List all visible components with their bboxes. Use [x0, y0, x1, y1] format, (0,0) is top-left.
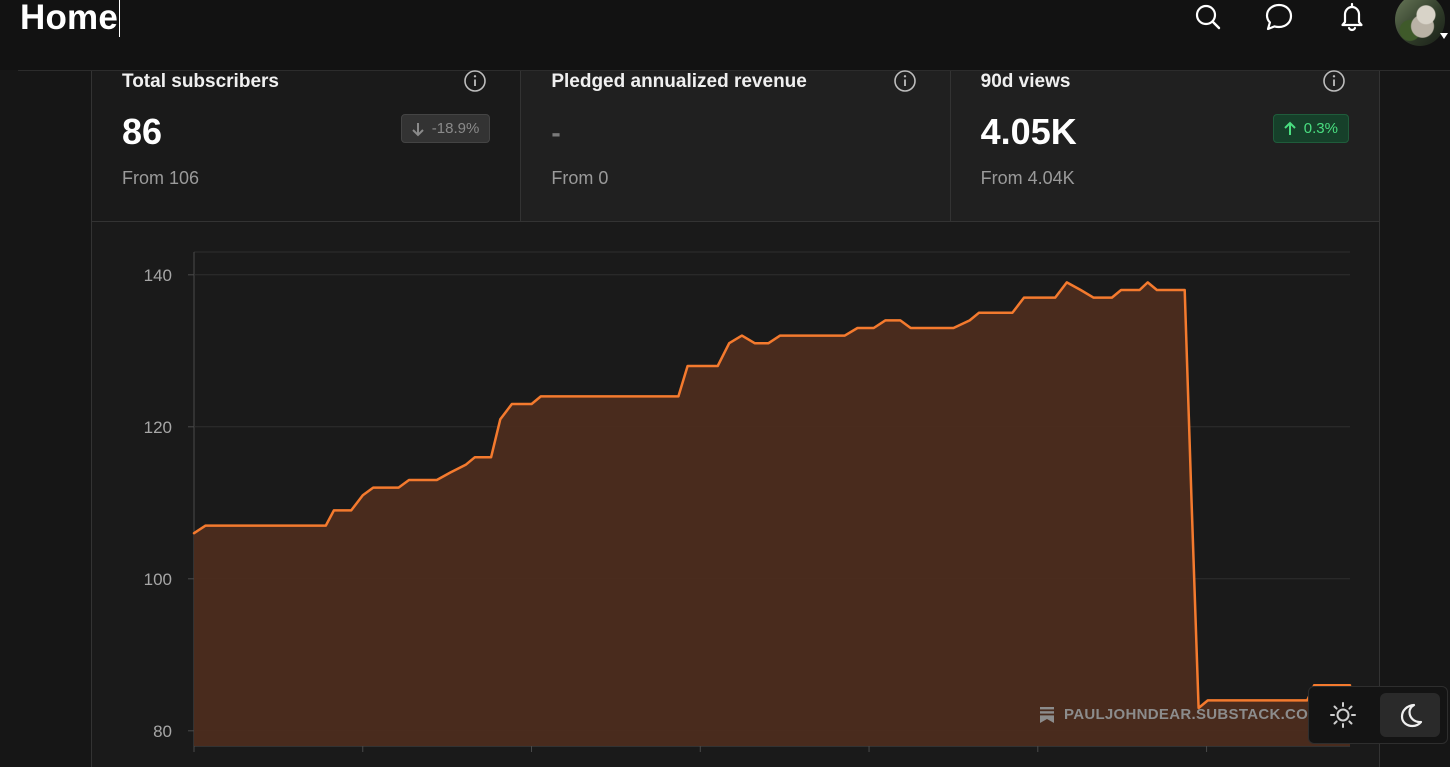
- subscribers-chart: 80 100 120 140: [144, 251, 1352, 752]
- change-text: 0.3%: [1303, 120, 1338, 137]
- y-tick-label: 100: [144, 570, 172, 589]
- chevron-down-icon[interactable]: [1440, 33, 1448, 39]
- info-icon[interactable]: [463, 69, 487, 93]
- bell-icon[interactable]: [1337, 2, 1367, 32]
- watermark-text: PAULJOHNDEAR.SUBSTACK.CO: [1064, 706, 1309, 723]
- stat-value: 86: [122, 111, 163, 152]
- header-divider: [18, 70, 1450, 71]
- page-title: Home: [20, 0, 121, 38]
- sun-icon: [1330, 702, 1356, 728]
- stat-from: From 4.04K: [980, 168, 1075, 188]
- stat-label: Pledged annualized revenue: [551, 71, 807, 92]
- stat-card-90d-views[interactable]: 90d views 4.05K 0.3% From 4.04K: [950, 69, 1380, 221]
- stat-from: From 106: [122, 168, 200, 188]
- info-icon[interactable]: [1322, 69, 1346, 93]
- arrow-up-icon: [1284, 121, 1296, 135]
- series-line: [192, 281, 1352, 710]
- series-area: [194, 282, 1350, 746]
- substack-logo-icon: [1040, 706, 1054, 723]
- chart-panel: 80 100 120 140: [91, 222, 1380, 767]
- stat-from: From 0: [551, 168, 609, 188]
- stat-value: -: [551, 117, 561, 148]
- change-badge: -18.9%: [400, 114, 491, 143]
- text-caret: [119, 0, 121, 37]
- light-mode-button[interactable]: [1313, 693, 1373, 737]
- search-icon[interactable]: [1193, 2, 1223, 32]
- moon-icon: [1400, 703, 1423, 728]
- arrow-down-icon: [412, 122, 424, 136]
- stat-card-pledged-revenue[interactable]: Pledged annualized revenue - From 0: [521, 69, 951, 221]
- change-text: -18.9%: [431, 120, 480, 137]
- y-tick-label: 80: [153, 722, 172, 741]
- y-tick-label: 120: [144, 418, 172, 437]
- avatar[interactable]: [1395, 0, 1445, 46]
- stat-label: 90d views: [980, 71, 1071, 92]
- theme-toggle: [1308, 686, 1448, 744]
- page-title-text: Home: [20, 0, 119, 37]
- y-tick-label: 140: [144, 266, 172, 285]
- stat-card-total-subscribers[interactable]: Total subscribers 86 -18.9% From 106: [91, 69, 522, 221]
- change-badge: 0.3%: [1272, 114, 1349, 143]
- stat-value: 4.05K: [980, 111, 1077, 152]
- stat-label: Total subscribers: [122, 71, 279, 92]
- info-icon[interactable]: [893, 69, 917, 93]
- chat-icon[interactable]: [1264, 2, 1294, 32]
- watermark: PAULJOHNDEAR.SUBSTACK.CO: [1040, 706, 1308, 723]
- dark-mode-button[interactable]: [1380, 693, 1440, 737]
- stats-row: Total subscribers 86 -18.9% From 106 Ple…: [91, 69, 1380, 222]
- top-bar: Home: [0, 0, 1450, 71]
